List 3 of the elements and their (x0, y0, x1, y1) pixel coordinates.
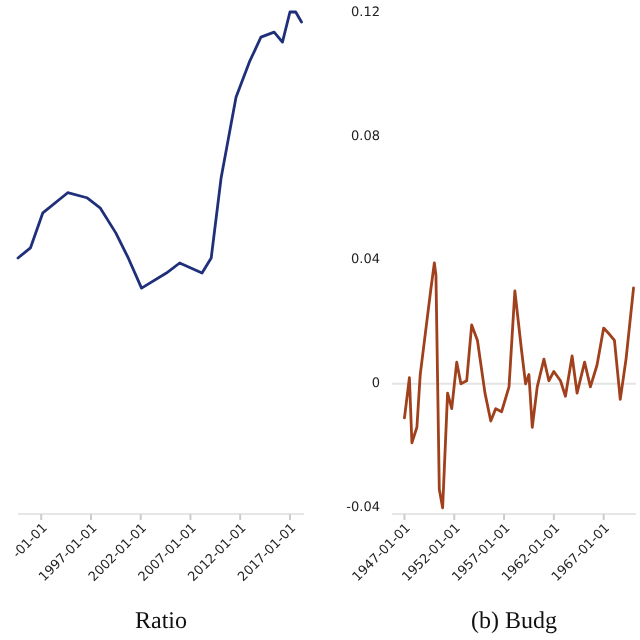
x-axis-title: (b) Budg (471, 606, 557, 634)
line-series (403, 261, 635, 510)
x-axis-title: Ratio (135, 606, 187, 634)
